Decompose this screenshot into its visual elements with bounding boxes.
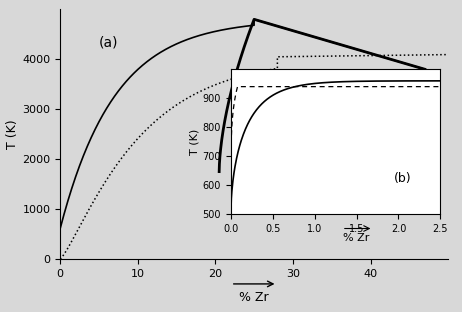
Text: % Zr: % Zr: [239, 291, 269, 305]
Text: (a): (a): [99, 36, 118, 50]
Y-axis label: T (K): T (K): [6, 119, 19, 149]
